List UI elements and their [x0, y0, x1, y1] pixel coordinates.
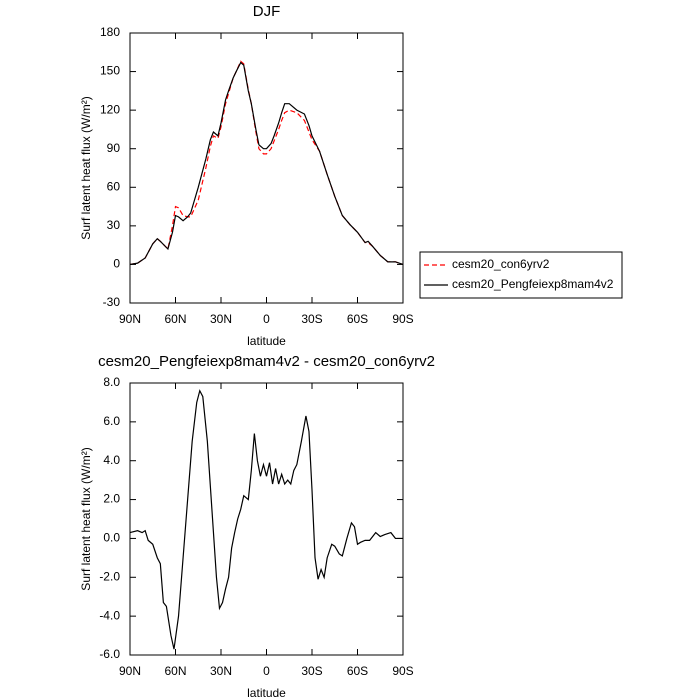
x-tick-label: 60S [347, 312, 368, 326]
legend-label: cesm20_con6yrv2 [452, 257, 550, 271]
y-tick-label: 30 [107, 218, 121, 232]
y-tick-label: 0 [113, 257, 120, 271]
y-axis-label: Surf latent heat flux (W/m²) [79, 447, 93, 590]
y-tick-label: -30 [103, 295, 121, 309]
y-tick-label: -4.0 [99, 608, 120, 622]
y-tick-label: 60 [107, 179, 121, 193]
chart-title: cesm20_Pengfeiexp8mam4v2 - cesm20_con6yr… [98, 353, 435, 370]
x-tick-label: 90S [392, 312, 413, 326]
x-tick-label: 60N [164, 664, 186, 678]
x-tick-label: 0 [263, 664, 270, 678]
x-tick-label: 30S [301, 664, 322, 678]
x-tick-label: 30N [210, 664, 232, 678]
y-tick-label: 8.0 [103, 375, 120, 389]
x-tick-label: 90N [119, 312, 141, 326]
x-tick-label: 60S [347, 664, 368, 678]
data-line [129, 60, 404, 266]
y-tick-label: 4.0 [103, 453, 120, 467]
y-tick-label: -2.0 [99, 569, 120, 583]
chart-title: DJF [253, 3, 281, 20]
data-line [129, 61, 404, 266]
x-axis-label: latitude [247, 334, 286, 348]
y-tick-label: 90 [107, 141, 121, 155]
y-tick-label: -6.0 [99, 647, 120, 661]
x-tick-label: 60N [164, 312, 186, 326]
x-tick-label: 0 [263, 312, 270, 326]
plot-frame [129, 382, 404, 656]
x-axis-label: latitude [247, 686, 286, 700]
plot-frame [129, 32, 404, 304]
x-tick-label: 30S [301, 312, 322, 326]
y-tick-label: 120 [100, 102, 120, 116]
y-tick-label: 150 [100, 64, 120, 78]
y-tick-label: 6.0 [103, 414, 120, 428]
data-line [129, 389, 403, 650]
x-tick-label: 30N [210, 312, 232, 326]
legend-label: cesm20_Pengfeiexp8mam4v2 [452, 277, 614, 291]
x-tick-label: 90N [119, 664, 141, 678]
x-tick-label: 90S [392, 664, 413, 678]
y-tick-label: 180 [100, 25, 120, 39]
legend-box [419, 251, 623, 299]
y-tick-label: 0.0 [103, 531, 120, 545]
y-tick-label: 2.0 [103, 492, 120, 506]
y-axis-label: Surf latent heat flux (W/m²) [79, 96, 93, 239]
